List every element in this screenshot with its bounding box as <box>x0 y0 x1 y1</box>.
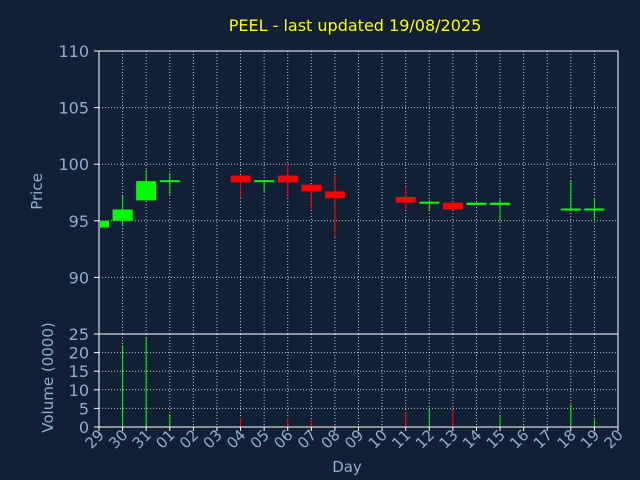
x-axis-label: Day <box>332 458 362 476</box>
candle-body <box>560 208 581 211</box>
candle-body <box>277 175 298 183</box>
price-tick-label: 105 <box>58 99 89 118</box>
price-y-tick-labels: 90 95 100 105 110 <box>58 42 99 287</box>
volume-tick-label: 5 <box>79 399 89 418</box>
candle-body <box>584 208 605 211</box>
price-tick-label: 100 <box>58 155 89 174</box>
chart-title: PEEL - last updated 19/08/2025 <box>229 16 482 35</box>
candle-body <box>442 202 463 210</box>
candle-body <box>112 209 133 221</box>
candle-body <box>159 180 180 183</box>
candle-body <box>466 202 487 205</box>
candle-body <box>490 202 511 205</box>
x-tick-labels: 2930310102030405060708091011121314151617… <box>82 426 627 452</box>
candle-body <box>419 201 440 204</box>
price-tick-label: 95 <box>69 212 89 231</box>
volume-tick-label: 10 <box>69 381 89 400</box>
volume-tick-label: 20 <box>69 344 89 363</box>
price-axis-label: Price <box>28 173 46 210</box>
price-tick-label: 110 <box>58 42 89 61</box>
volume-axis-label: Volume (0000) <box>39 322 57 432</box>
price-candles <box>98 164 605 237</box>
candle-body <box>395 197 416 203</box>
volume-bars <box>122 337 595 427</box>
volume-tick-label: 0 <box>79 418 89 437</box>
volume-tick-label: 15 <box>69 362 89 381</box>
candle-body <box>301 184 322 192</box>
candle-body <box>324 191 345 199</box>
candle-body <box>230 175 251 183</box>
price-panel: 90 95 100 105 110 Price <box>28 42 619 335</box>
candle-body <box>254 180 275 183</box>
candle-body <box>136 181 157 201</box>
candle-body <box>100 220 109 228</box>
volume-tick-label: 25 <box>69 325 89 344</box>
price-tick-label: 90 <box>69 268 89 287</box>
